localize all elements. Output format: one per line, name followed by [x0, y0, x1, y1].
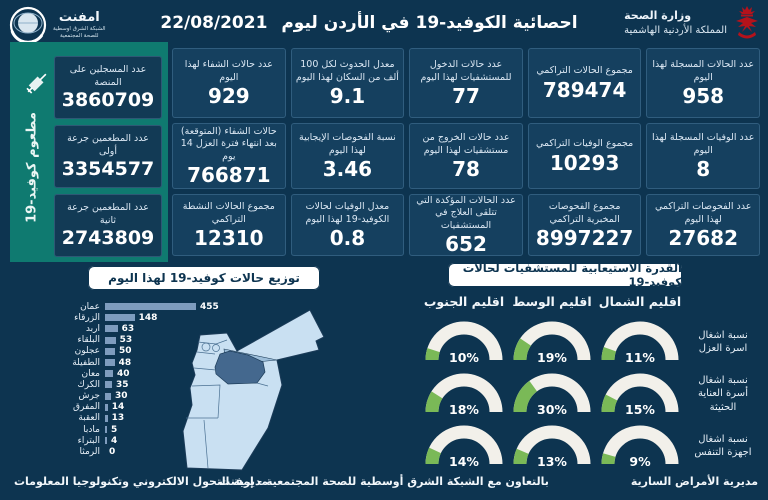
jordan-map [182, 309, 325, 471]
gauge-1-0: 15% [600, 370, 680, 418]
region-header-1: اقليم الوسط [512, 294, 592, 309]
bar-row-9: المفرق 14 [73, 402, 125, 413]
capacity-gauge-grid: اقليم الشمال اقليم الوسط اقليم الجنوب نسبة … [424, 294, 762, 472]
jordan-coat-of-arms-icon [736, 6, 758, 39]
bar-row-6: معان 40 [81, 368, 130, 379]
region-header-2: اقليم الجنوب [423, 294, 505, 309]
gauge-2-2: 14% [424, 422, 504, 470]
bar-row-13: الرمثا 0 [79, 447, 116, 458]
gauge-1-2: 18% [424, 370, 504, 418]
stat-box-12: عدد الحالات المؤكدة التي تتلقى العلاج في… [409, 194, 523, 256]
footer-directorate-it: مديرية التحول الالكتروني وتكنولوجيا المع… [14, 475, 269, 488]
syringe-icon [26, 73, 47, 94]
gauge-0-1: 19% [512, 318, 592, 366]
stat-box-13: معدل الوفيات لحالات الكوفيد-19 لهذا اليو… [290, 194, 405, 256]
report-date: 22/08/2021 [160, 13, 268, 33]
map-region-amman [214, 350, 266, 385]
bar-row-8: جرش 30 [78, 391, 128, 402]
stat-box-11: مجموع الفحوصات المخبرية التراكمي 8997227 [527, 194, 642, 256]
gauge-row-label-0: نسبة اشغال اسرة العزل [698, 329, 748, 355]
cases-by-governorate-bar-chart: عمان 455 الزرقاء 148 اربد 63 البلقاء 53 عجلون 50 ا… [28, 301, 268, 458]
stat-box-7: عدد حالات الخروج من مستشفيات لهذا اليوم 7… [409, 123, 523, 189]
bar-row-12: البتراء 4 [77, 435, 118, 446]
gauge-1-1: 30% [512, 370, 592, 418]
distribution-title: توزيع حالات كوفيد-19 لهذا اليوم [88, 266, 320, 290]
emphnet-logo-block: امفنت الشبكة الشرق اوسطية للصحة المجتمعي… [8, 5, 106, 45]
bar-row-3: البلقاء 53 [77, 335, 133, 346]
bar-row-0: عمان 455 [80, 301, 219, 312]
bar-row-11: مادبا 5 [83, 424, 118, 435]
stat-box-10: عدد الفحوصات التراكمي لهذا اليوم 27682 [646, 194, 760, 256]
ministry-logo-block: وزارة الصحة المملكة الأردنية الهاشمية [624, 5, 760, 41]
stat-box-4: عدد حالات الشفاء لهذا اليوم 929 [172, 48, 286, 118]
footer-directorate-diseases: مديرية الأمراض السارية [630, 475, 758, 488]
bar-row-5: الطفيلة 48 [72, 357, 132, 368]
stat-box-1: مجموع الحالات التراكمي 789474 [527, 48, 642, 118]
gauge-row-label-2: نسبة اشغال اجهزة التنفس [694, 433, 752, 459]
bar-row-2: اربد 63 [85, 323, 135, 334]
bar-row-1: الزرقاء 148 [74, 312, 158, 323]
ministry-name: وزارة الصحة [624, 9, 692, 23]
capacity-title: القدرة الاستيعابية للمستشفيات لحالات كوف… [448, 261, 682, 289]
footer-collaboration: بالتعاون مع الشبكة الشرق أوسطية للصحة ال… [219, 475, 549, 488]
globe-icon [9, 6, 47, 44]
gauge-2-1: 13% [512, 422, 592, 470]
stat-box-6: مجموع الوفيات التراكمي 10293 [527, 123, 642, 189]
vaccinated-vertical-label: مطعوم كوفيد-19 [24, 112, 40, 223]
bar-row-7: الكرك 35 [77, 379, 129, 390]
daily-stats-grid: عدد الحالات المسجلة لهذا اليوم 958 مجموع ا… [172, 48, 760, 256]
stat-box-9: حالات الشفاء (المتوقعة) بعد انتهاء فترة … [172, 123, 286, 189]
stat-box-14: مجموع الحالات النشطة التراكمي 12310 [172, 194, 286, 256]
bar-row-4: عجلون 50 [74, 346, 132, 357]
stat-box-8: نسبة الفحوصات الإيجابية لهذا اليوم 3.46 [290, 123, 405, 189]
gauge-0-0: 11% [600, 318, 680, 366]
gauge-0-2: 10% [424, 318, 504, 366]
bar-row-10: العقبة 13 [78, 413, 125, 424]
stat-box-3: معدل الحدوث لكل 100 ألف من السكان لهذا ا… [290, 48, 405, 118]
stat-box-0: عدد الحالات المسجلة لهذا اليوم 958 [646, 48, 760, 118]
stat-box-5: عدد الوفيات المسجلة لهذا اليوم 8 [646, 123, 760, 189]
vaccination-panel: مطعوم كوفيد-19 عدد المسجلين على المنصة 3… [10, 42, 168, 262]
stat-box-2: عدد حالات الدخول للمستشفيات لهذا اليوم 77 [409, 48, 523, 118]
page-title: احصائية الكوفيد-19 في الأردن ليوم 22/08/… [160, 13, 578, 33]
gauge-2-0: 9% [600, 422, 680, 470]
map-inner-borders [186, 339, 269, 469]
region-header-0: اقليم الشمال [598, 294, 682, 309]
gauge-row-label-1: نسبة اشغال أسرة العناية الحثيثة [698, 374, 748, 413]
kingdom-name: المملكة الأردنية الهاشمية [624, 24, 727, 36]
emphnet-name: امفنت [58, 10, 100, 25]
registered-on-platform-box: عدد المسجلين على المنصة 3860709 [54, 56, 162, 119]
second-dose-box: عدد المطعمين جرعة ثانية 2743809 [54, 194, 162, 257]
map-region-light [182, 309, 325, 471]
first-dose-box: عدد المطعمين جرعة أولى 3354577 [54, 125, 162, 188]
